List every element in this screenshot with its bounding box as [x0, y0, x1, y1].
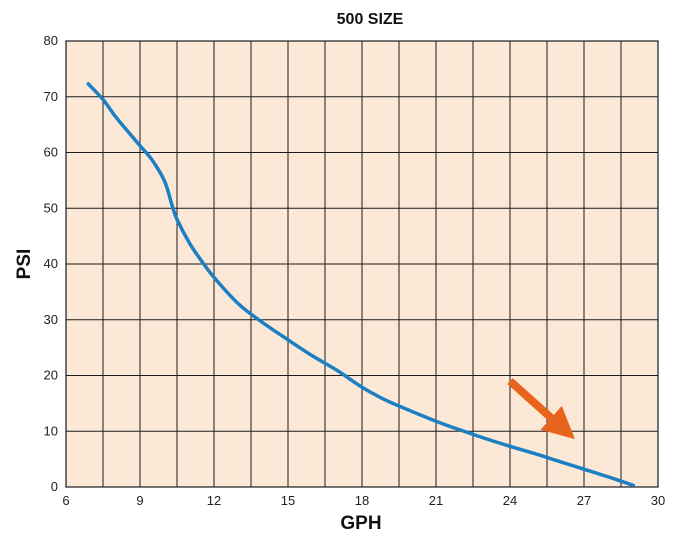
gridlines — [65, 40, 659, 488]
y-tick-label-30: 30 — [44, 312, 58, 327]
y-tick-label-60: 60 — [44, 145, 58, 160]
x-tick-label-27: 27 — [577, 493, 591, 508]
y-tick-label-40: 40 — [44, 256, 58, 271]
x-tick-labels: 6 9 12 15 18 21 24 27 30 — [62, 493, 665, 508]
y-tick-label-20: 20 — [44, 368, 58, 383]
x-tick-label-30: 30 — [651, 493, 665, 508]
y-tick-label-80: 80 — [44, 33, 58, 48]
x-axis-title: GPH — [340, 513, 381, 534]
y-tick-label-10: 10 — [44, 423, 58, 438]
x-tick-label-6: 6 — [62, 493, 69, 508]
x-tick-label-24: 24 — [503, 493, 517, 508]
x-tick-label-9: 9 — [136, 493, 143, 508]
y-tick-label-0: 0 — [51, 479, 58, 494]
x-tick-label-12: 12 — [207, 493, 221, 508]
y-tick-labels: 0 10 20 30 40 50 60 70 80 — [44, 33, 58, 494]
plot-frame — [65, 40, 659, 488]
y-axis-title: PSI — [14, 249, 35, 280]
y-tick-label-50: 50 — [44, 200, 58, 215]
series-line — [86, 82, 636, 488]
x-tick-label-15: 15 — [281, 493, 295, 508]
annotation-arrow — [507, 378, 575, 440]
x-tick-label-21: 21 — [429, 493, 443, 508]
y-tick-label-70: 70 — [44, 89, 58, 104]
chart-title: 500 SIZE — [337, 11, 404, 28]
x-tick-label-18: 18 — [355, 493, 369, 508]
